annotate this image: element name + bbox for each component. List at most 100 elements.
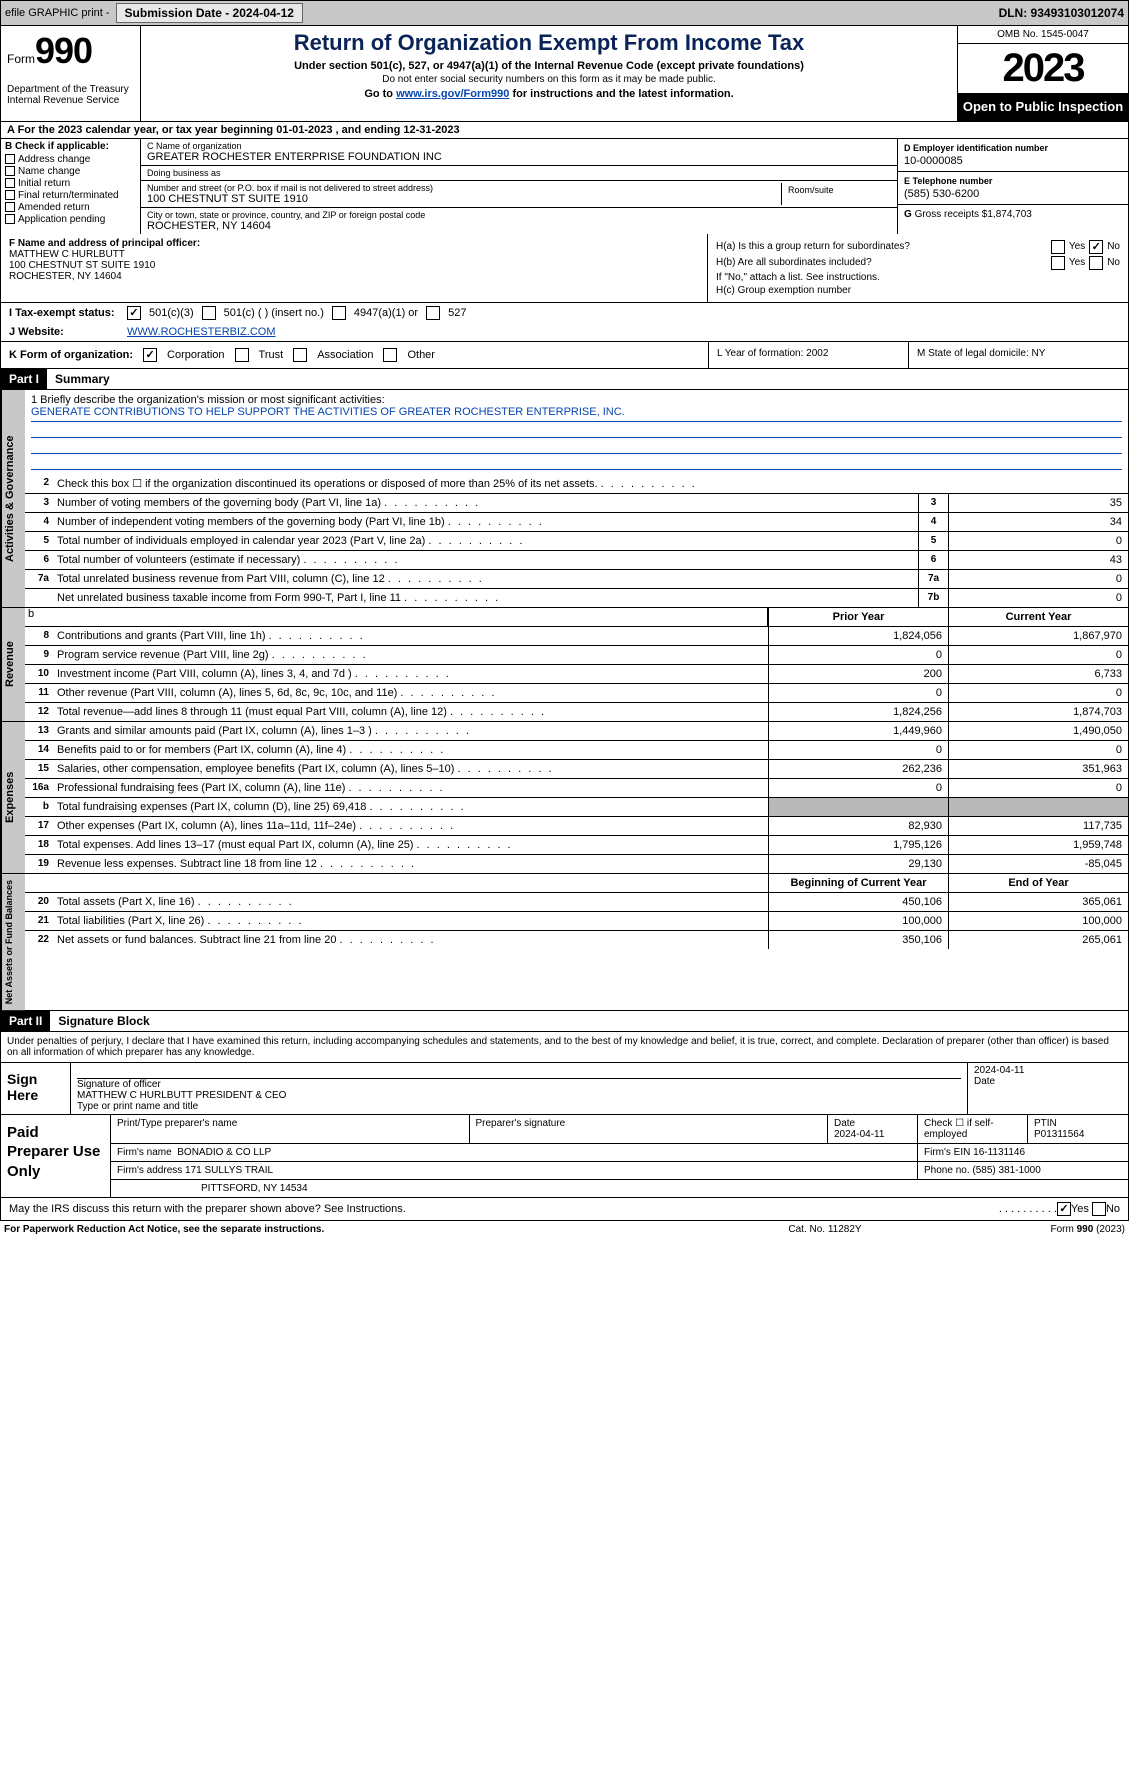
line-num: 10	[25, 665, 53, 683]
irs-link[interactable]: www.irs.gov/Form990	[396, 88, 509, 100]
current-value: -85,045	[948, 855, 1128, 873]
hb-yes[interactable]	[1051, 256, 1065, 270]
self-emp-lbl: Check ☐ if self-employed	[924, 1118, 994, 1140]
ein-box: D Employer identification number 10-0000…	[898, 139, 1128, 172]
prep-sig-lbl: Preparer's signature	[476, 1118, 566, 1129]
mission-block: 1 Briefly describe the organization's mi…	[25, 390, 1128, 474]
summary-line: 22Net assets or fund balances. Subtract …	[25, 931, 1128, 949]
discuss-question: May the IRS discuss this return with the…	[9, 1203, 999, 1215]
discuss-no[interactable]	[1092, 1202, 1106, 1216]
line-num: 13	[25, 722, 53, 740]
ha-yes[interactable]	[1051, 240, 1065, 254]
h-b: H(b) Are all subordinates included? Yes …	[716, 256, 1120, 270]
discuss-row: May the IRS discuss this return with the…	[0, 1198, 1129, 1221]
firm-ein-lbl: Firm's EIN	[924, 1147, 970, 1158]
firm-phone-lbl: Phone no.	[924, 1165, 970, 1176]
current-value: 0	[948, 646, 1128, 664]
form-subtitle: Under section 501(c), 527, or 4947(a)(1)…	[149, 60, 949, 72]
rev-col-hdr: b Prior Year Current Year	[25, 608, 1128, 627]
prior-value	[768, 798, 948, 816]
k-assoc[interactable]	[293, 348, 307, 362]
line-num: 14	[25, 741, 53, 759]
prior-value: 0	[768, 646, 948, 664]
line-num: 18	[25, 836, 53, 854]
line-num: 12	[25, 703, 53, 721]
part2-label: Part II	[1, 1011, 50, 1031]
form-number: 990	[35, 30, 92, 71]
current-value: 1,959,748	[948, 836, 1128, 854]
line-num: 9	[25, 646, 53, 664]
sig-date: 2024-04-11	[974, 1065, 1024, 1076]
city-value: ROCHESTER, NY 14604	[147, 220, 891, 232]
k-trust[interactable]	[235, 348, 249, 362]
summary-line: 19Revenue less expenses. Subtract line 1…	[25, 855, 1128, 873]
cb-name-change[interactable]: Name change	[5, 166, 136, 177]
line-text: Other expenses (Part IX, column (A), lin…	[53, 817, 768, 835]
i-501c[interactable]	[202, 306, 216, 320]
i-527[interactable]	[426, 306, 440, 320]
k-corp[interactable]	[143, 348, 157, 362]
ha-no[interactable]	[1089, 240, 1103, 254]
prior-value: 100,000	[768, 912, 948, 930]
row-a-pre: A For the 2023 calendar year, or tax yea…	[7, 124, 276, 136]
line-box: 3	[918, 494, 948, 512]
year-begin: 01-01-2023	[276, 124, 332, 136]
department: Department of the Treasury Internal Reve…	[7, 84, 134, 106]
netassets-section: Net Assets or Fund Balances Beginning of…	[0, 874, 1129, 1011]
footer: For Paperwork Reduction Act Notice, see …	[0, 1221, 1129, 1238]
h-c: H(c) Group exemption number	[716, 285, 1120, 296]
i-4947[interactable]	[332, 306, 346, 320]
cb-initial-return[interactable]: Initial return	[5, 178, 136, 189]
side-governance: Activities & Governance	[1, 390, 25, 607]
row-a-mid: , and ending	[332, 124, 403, 136]
cb-app-pending[interactable]: Application pending	[5, 214, 136, 225]
k-other[interactable]	[383, 348, 397, 362]
website-link[interactable]: WWW.ROCHESTERBIZ.COM	[127, 326, 276, 338]
line-text: Program service revenue (Part VIII, line…	[53, 646, 768, 664]
f-h-row: F Name and address of principal officer:…	[0, 234, 1129, 303]
line-text: Total number of volunteers (estimate if …	[53, 551, 918, 569]
line-num: 5	[25, 532, 53, 550]
officer-sig: Signature of officer MATTHEW C HURLBUTT …	[71, 1063, 968, 1114]
hb-no[interactable]	[1089, 256, 1103, 270]
cb-address-change[interactable]: Address change	[5, 154, 136, 165]
side-netassets: Net Assets or Fund Balances	[1, 874, 25, 1010]
discuss-yes[interactable]	[1057, 1202, 1071, 1216]
sign-here-label: Sign Here	[1, 1063, 71, 1114]
g-label: G	[904, 209, 912, 220]
summary-line: 10Investment income (Part VIII, column (…	[25, 665, 1128, 684]
current-year-hdr: Current Year	[948, 608, 1128, 626]
prior-value: 0	[768, 684, 948, 702]
submission-date-btn[interactable]: Submission Date - 2024-04-12	[116, 3, 303, 23]
cb-final-return[interactable]: Final return/terminated	[5, 190, 136, 201]
org-name-box: C Name of organization GREATER ROCHESTER…	[141, 139, 898, 166]
part1-title: Summary	[47, 369, 118, 389]
line-text: Net unrelated business taxable income fr…	[53, 589, 918, 607]
prior-value: 29,130	[768, 855, 948, 873]
street-label: Number and street (or P.O. box if mail i…	[147, 183, 781, 193]
summary-line: 8Contributions and grants (Part VIII, li…	[25, 627, 1128, 646]
line-num: 22	[25, 931, 53, 949]
current-value: 0	[948, 779, 1128, 797]
line-num: 16a	[25, 779, 53, 797]
part1-label: Part I	[1, 369, 47, 389]
line-box: 4	[918, 513, 948, 531]
hb-question: H(b) Are all subordinates included?	[716, 257, 1051, 268]
current-value: 365,061	[948, 893, 1128, 911]
hc-question: H(c) Group exemption number	[716, 285, 1120, 296]
prior-value: 1,824,056	[768, 627, 948, 645]
mission-text: GENERATE CONTRIBUTIONS TO HELP SUPPORT T…	[31, 406, 1122, 422]
line-text: Investment income (Part VIII, column (A)…	[53, 665, 768, 683]
i-501c3[interactable]	[127, 306, 141, 320]
summary-line: 17Other expenses (Part IX, column (A), l…	[25, 817, 1128, 836]
cat-no: Cat. No. 11282Y	[725, 1224, 925, 1235]
paid-preparer-label: Paid Preparer Use Only	[1, 1115, 111, 1197]
line-num	[25, 589, 53, 607]
paperwork-notice: For Paperwork Reduction Act Notice, see …	[4, 1224, 725, 1235]
ptin-lbl: PTIN	[1034, 1118, 1057, 1129]
line-text: Total number of individuals employed in …	[53, 532, 918, 550]
f-label: F Name and address of principal officer:	[9, 238, 200, 249]
line-text: Professional fundraising fees (Part IX, …	[53, 779, 768, 797]
line-num: b	[25, 798, 53, 816]
cb-amended[interactable]: Amended return	[5, 202, 136, 213]
